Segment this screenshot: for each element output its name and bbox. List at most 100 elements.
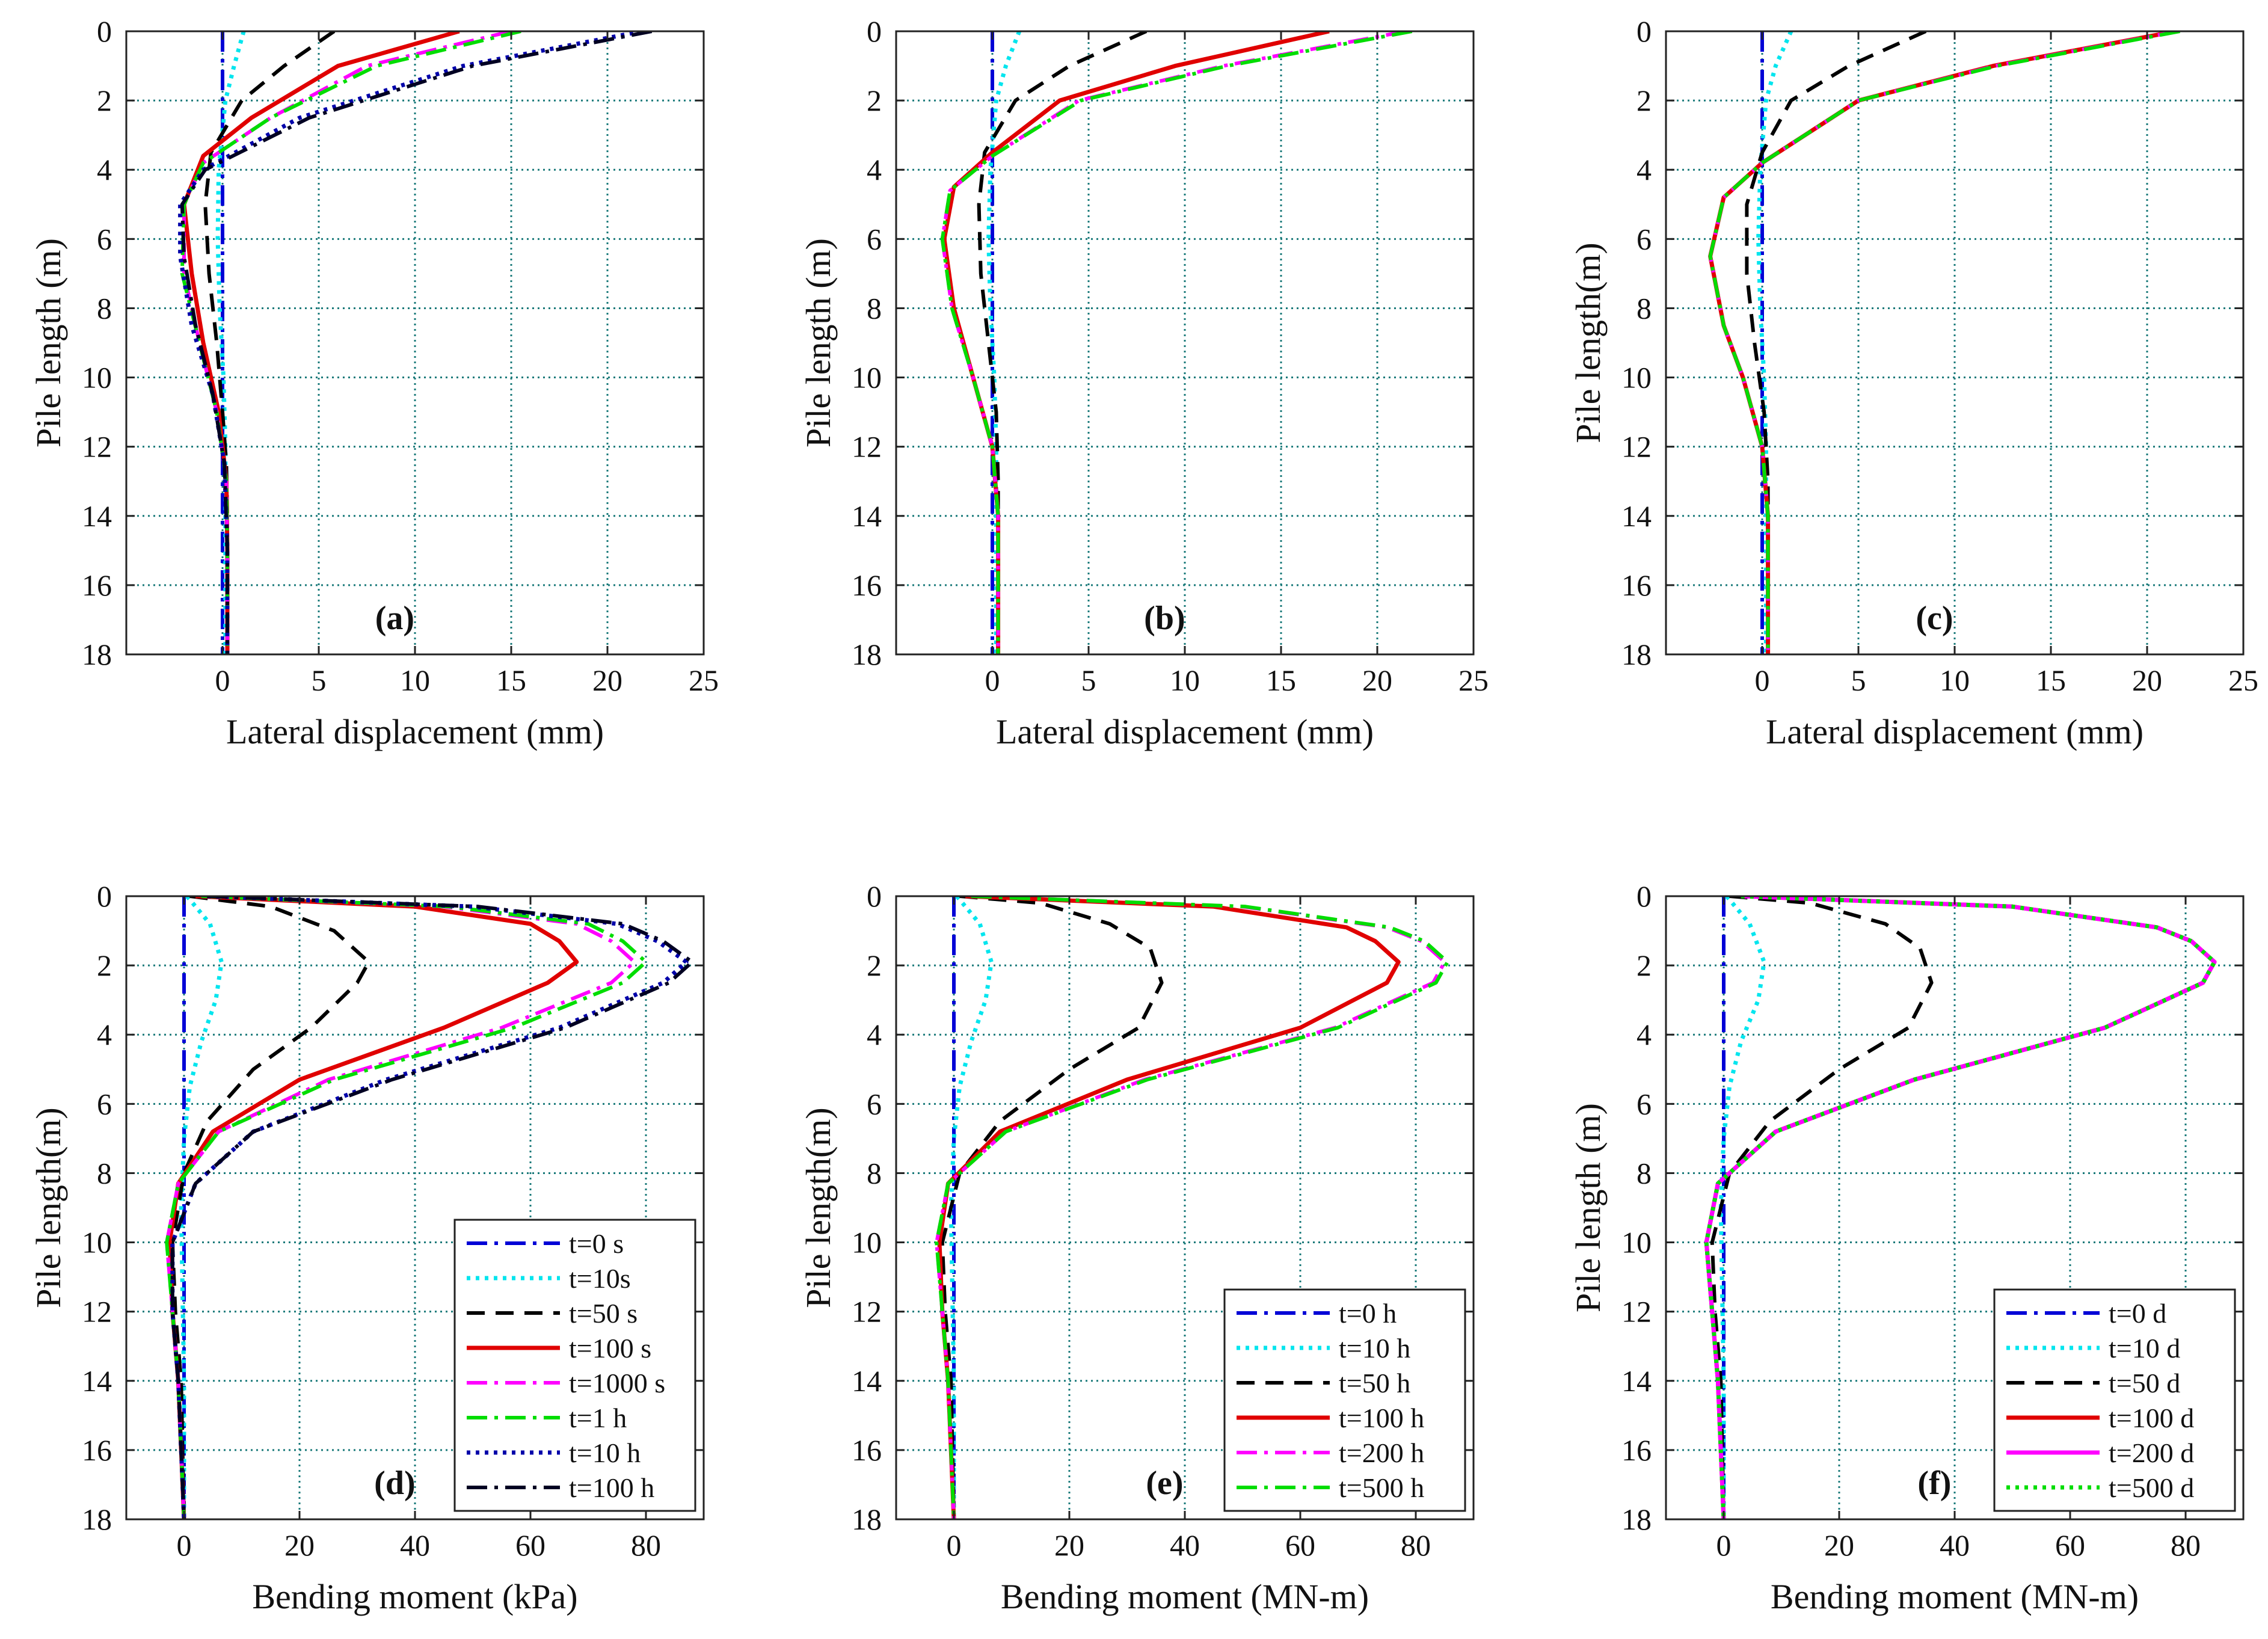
- y-tick-label: 14: [82, 499, 112, 533]
- x-tick-label: 20: [2132, 663, 2162, 697]
- legend-label: t=50 h: [1339, 1368, 1410, 1398]
- x-tick-label: 5: [312, 663, 327, 697]
- y-tick-label: 2: [1636, 84, 1652, 117]
- series-line-t-10-d: [1718, 896, 1766, 1519]
- x-axis-label: Bending moment (kPa): [252, 1577, 577, 1616]
- y-tick-label: 4: [867, 1018, 882, 1051]
- legend-label: t=100 h: [569, 1472, 654, 1503]
- y-tick-label: 12: [1621, 430, 1652, 464]
- legend-label: t=500 d: [2109, 1472, 2194, 1503]
- panel-e: 0 20 40 60 80 0 2 4 6 8 10 12 14 16 18 Bending moment (…: [799, 879, 1475, 1616]
- y-tick-label: 2: [867, 84, 882, 117]
- x-axis-label: Lateral displacement (mm): [1766, 712, 2144, 751]
- legend-box: [1993, 1288, 2236, 1512]
- legend: t=0 s t=10s t=50 s t=100 s t=1000 s t=1 h t=10…: [453, 1219, 696, 1512]
- y-tick-label: 14: [852, 1364, 882, 1398]
- legend-label: t=100 s: [569, 1333, 651, 1364]
- x-tick-label: 10: [1940, 663, 1970, 697]
- legend-label: t=100 d: [2109, 1403, 2194, 1433]
- legend-label: t=50 d: [2109, 1368, 2180, 1398]
- y-tick-label: 0: [1636, 14, 1652, 48]
- x-tick-label: 20: [1362, 663, 1392, 697]
- x-tick-label: 80: [631, 1528, 661, 1562]
- x-tick-label: 0: [985, 663, 1000, 697]
- y-tick-label: 0: [97, 14, 112, 48]
- legend-label: t=0 d: [2109, 1298, 2166, 1329]
- panel-tag: (e): [1146, 1465, 1183, 1502]
- x-axis-label: Lateral displacement (mm): [226, 712, 604, 751]
- y-tick-label: 10: [1621, 1226, 1652, 1259]
- y-tick-label: 12: [82, 430, 112, 464]
- y-tick-label: 16: [852, 568, 882, 602]
- y-tick-label: 8: [867, 1156, 882, 1190]
- x-tick-label: 60: [1285, 1528, 1315, 1562]
- series-line-t-500-h: [940, 31, 1413, 654]
- legend-label: t=100 h: [1339, 1403, 1424, 1433]
- y-tick-label: 8: [97, 1156, 112, 1190]
- y-tick-label: 12: [852, 430, 882, 464]
- legend-label: t=10s: [569, 1263, 631, 1294]
- x-tick-label: 0: [177, 1528, 192, 1562]
- panel-a: 0 5 10 15 20 25 0 2 4 6 8 10 12 14 16 18 Lateral displac…: [29, 14, 719, 751]
- x-tick-label: 10: [1170, 663, 1200, 697]
- y-tick-label: 10: [82, 361, 112, 395]
- x-tick-label: 60: [515, 1528, 545, 1562]
- series-line-t-500-d: [1704, 896, 2217, 1519]
- y-tick-label: 8: [1636, 291, 1652, 325]
- series-group: [1708, 31, 2180, 654]
- y-axis-label: Pile length (m): [1569, 1103, 1608, 1312]
- y-tick-label: 12: [1621, 1295, 1652, 1329]
- legend-box: [1223, 1288, 1466, 1512]
- y-tick-label: 4: [1636, 1018, 1652, 1051]
- series-group: [940, 31, 1413, 654]
- y-tick-label: 8: [1636, 1156, 1652, 1190]
- panel-tag: (c): [1916, 600, 1953, 637]
- x-tick-label: 25: [689, 663, 719, 697]
- y-tick-label: 8: [97, 291, 112, 325]
- x-tick-label: 40: [400, 1528, 430, 1562]
- y-tick-label: 0: [97, 879, 112, 913]
- y-tick-label: 14: [1621, 1364, 1652, 1398]
- series-line-t-1-h: [165, 896, 648, 1519]
- x-tick-label: 20: [284, 1528, 315, 1562]
- legend-label: t=10 d: [2109, 1333, 2180, 1364]
- y-axis-label: Pile length(m): [799, 1107, 838, 1308]
- x-axis-label: Bending moment (MN-m): [1771, 1577, 2139, 1616]
- y-tick-label: 4: [97, 1018, 112, 1051]
- series-line-t-10-d: [1756, 31, 1793, 654]
- y-tick-label: 18: [82, 1502, 112, 1536]
- legend-label: t=50 s: [569, 1298, 638, 1329]
- y-tick-label: 6: [867, 1087, 882, 1121]
- x-tick-label: 5: [1851, 663, 1866, 697]
- y-tick-label: 14: [852, 499, 882, 533]
- legend-label: t=10 h: [1339, 1333, 1410, 1364]
- y-tick-label: 12: [82, 1295, 112, 1329]
- y-axis-label: Pile length(m): [1569, 242, 1608, 443]
- y-tick-label: 16: [852, 1433, 882, 1467]
- y-tick-label: 4: [867, 153, 882, 186]
- panel-tag: (f): [1917, 1465, 1951, 1502]
- legend-label: t=1000 s: [569, 1368, 665, 1398]
- y-tick-label: 10: [82, 1226, 112, 1259]
- y-tick-label: 2: [97, 949, 112, 982]
- legend-label: t=1 h: [569, 1403, 627, 1433]
- y-tick-label: 10: [1621, 361, 1652, 395]
- y-tick-label: 0: [1636, 879, 1652, 913]
- y-tick-label: 16: [1621, 568, 1652, 602]
- y-tick-label: 6: [1636, 1087, 1652, 1121]
- x-tick-label: 0: [1755, 663, 1770, 697]
- y-axis-label: Pile length(m): [29, 1107, 68, 1308]
- x-tick-label: 20: [592, 663, 622, 697]
- y-tick-label: 18: [1621, 1502, 1652, 1536]
- legend-label: t=0 h: [1339, 1298, 1397, 1329]
- panel-f: 0 20 40 60 80 0 2 4 6 8 10 12 14 16 18 Bending moment (…: [1569, 879, 2245, 1616]
- panel-tag: (b): [1144, 600, 1185, 637]
- x-tick-label: 15: [1266, 663, 1296, 697]
- y-tick-label: 4: [97, 153, 112, 186]
- y-tick-label: 10: [852, 361, 882, 395]
- series-group: [935, 896, 1449, 1519]
- y-tick-label: 2: [867, 949, 882, 982]
- series-line-t-500-d: [1708, 31, 2180, 654]
- legend-label: t=10 h: [569, 1438, 641, 1468]
